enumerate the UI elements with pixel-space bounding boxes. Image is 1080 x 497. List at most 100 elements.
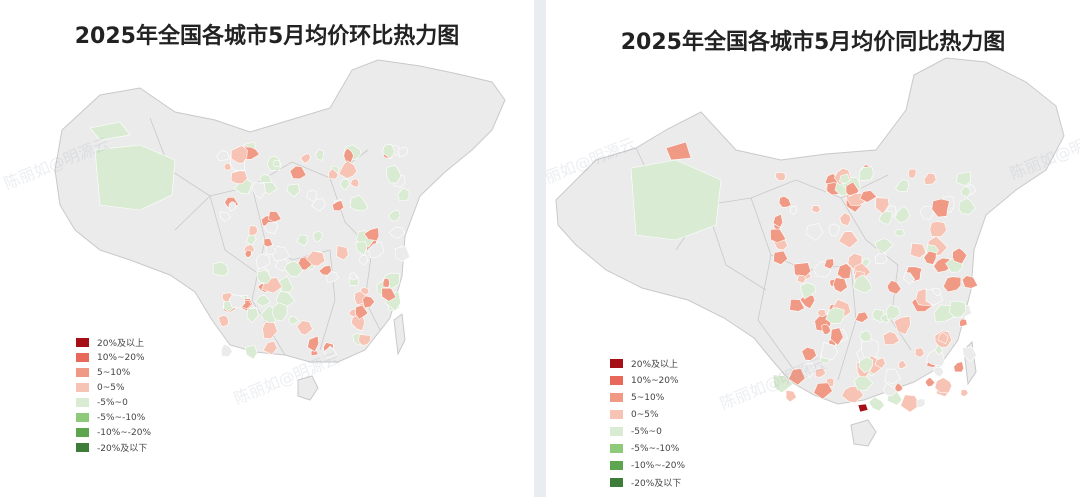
city-region bbox=[221, 343, 233, 358]
city-region bbox=[89, 121, 131, 141]
legend-swatch bbox=[76, 368, 89, 377]
city-region bbox=[244, 249, 252, 258]
legend-swatch bbox=[610, 461, 623, 470]
city-region bbox=[924, 376, 936, 388]
city-region bbox=[796, 274, 807, 284]
city-region bbox=[882, 382, 898, 397]
city-region bbox=[817, 309, 827, 318]
city-region bbox=[397, 147, 409, 158]
city-region bbox=[230, 145, 248, 164]
legend: 20%及以上 10%~20% 5~10% 0~5% -5%~0 -5%~-10% -10%~… bbox=[76, 335, 151, 455]
legend-label: 20%及以上 bbox=[631, 360, 679, 370]
city-region bbox=[315, 149, 325, 161]
city-region bbox=[909, 242, 927, 259]
legend-label: 5~10% bbox=[631, 392, 665, 403]
city-region bbox=[886, 280, 902, 295]
city-region bbox=[773, 250, 789, 265]
city-region bbox=[962, 347, 977, 363]
city-region bbox=[272, 302, 288, 322]
legend-label: -10%~-20% bbox=[631, 460, 686, 471]
city-region bbox=[349, 194, 369, 212]
legend-item: -20%及以下 bbox=[76, 440, 151, 455]
city-region bbox=[814, 367, 827, 378]
city-region bbox=[264, 222, 279, 235]
city-region bbox=[845, 192, 866, 207]
city-region bbox=[934, 377, 953, 394]
city-region bbox=[931, 198, 950, 218]
legend-label: -5%~0 bbox=[631, 426, 662, 437]
city-region bbox=[268, 210, 282, 223]
city-region bbox=[381, 144, 396, 160]
city-region bbox=[923, 250, 937, 265]
city-region bbox=[894, 382, 904, 393]
city-region bbox=[256, 269, 272, 284]
city-region bbox=[336, 245, 349, 261]
city-region bbox=[388, 227, 405, 239]
city-region bbox=[263, 238, 274, 248]
legend-item: -10%~-20% bbox=[76, 425, 151, 440]
legend-label: 10%~20% bbox=[631, 375, 679, 386]
city-region bbox=[388, 209, 401, 222]
city-region bbox=[884, 368, 901, 384]
city-region bbox=[955, 171, 972, 186]
map-title: 2025年全国各城市5月均价同比热力图 bbox=[620, 30, 1006, 55]
city-region bbox=[839, 212, 852, 227]
city-region bbox=[857, 403, 869, 413]
city-region bbox=[802, 362, 816, 379]
city-region bbox=[893, 315, 911, 335]
city-region bbox=[355, 241, 368, 256]
city-region bbox=[255, 294, 272, 307]
city-region bbox=[908, 168, 917, 179]
city-region bbox=[885, 205, 897, 218]
legend-item: -5%~-10% bbox=[76, 410, 151, 425]
city-region bbox=[770, 228, 787, 243]
legend-item: -5%~-10% bbox=[610, 440, 685, 457]
legend-label: -5%~-10% bbox=[97, 412, 146, 423]
city-region bbox=[228, 201, 237, 212]
city-region bbox=[255, 253, 271, 270]
city-region bbox=[823, 258, 835, 270]
city-region bbox=[778, 195, 792, 208]
city-region bbox=[894, 205, 911, 224]
legend-swatch bbox=[610, 376, 623, 385]
legend-swatch bbox=[76, 413, 89, 422]
legend-swatch bbox=[76, 398, 89, 407]
city-region bbox=[94, 144, 176, 211]
map-title: 2025年全国各城市5月均价环比热力图 bbox=[74, 24, 460, 49]
city-region bbox=[305, 250, 326, 267]
city-region bbox=[381, 287, 397, 302]
legend-item: -10%~-20% bbox=[610, 457, 685, 474]
china-map-yoy bbox=[555, 57, 1065, 447]
city-region bbox=[338, 160, 358, 179]
city-region bbox=[363, 227, 380, 241]
mom-heatmap-panel: 2025年全国各城市5月均价环比热力图 20%及以上 10%~20% 5~10% 0~… bbox=[0, 0, 534, 497]
legend-item: 5~10% bbox=[76, 365, 151, 380]
city-region bbox=[296, 320, 313, 336]
city-region bbox=[832, 277, 848, 293]
city-region bbox=[246, 234, 257, 246]
legend-swatch bbox=[76, 383, 89, 392]
city-region bbox=[328, 168, 339, 180]
city-region bbox=[821, 323, 832, 336]
city-region bbox=[367, 241, 385, 259]
city-region bbox=[233, 177, 253, 195]
city-region bbox=[358, 254, 369, 266]
city-region bbox=[223, 162, 232, 171]
city-region bbox=[789, 205, 798, 215]
city-region bbox=[914, 347, 925, 358]
city-region bbox=[893, 229, 905, 237]
city-region bbox=[935, 344, 944, 355]
city-region bbox=[953, 361, 965, 373]
city-region bbox=[903, 272, 916, 285]
city-region bbox=[859, 166, 874, 182]
city-region bbox=[362, 295, 376, 309]
city-region bbox=[331, 200, 345, 212]
region-shading bbox=[89, 121, 411, 360]
legend-label: -10%~-20% bbox=[97, 427, 152, 438]
city-region bbox=[216, 150, 230, 162]
city-region bbox=[825, 307, 845, 325]
province-borders bbox=[635, 147, 912, 381]
legend-label: 0~5% bbox=[631, 409, 659, 420]
city-region bbox=[358, 334, 371, 346]
city-region bbox=[859, 329, 872, 342]
